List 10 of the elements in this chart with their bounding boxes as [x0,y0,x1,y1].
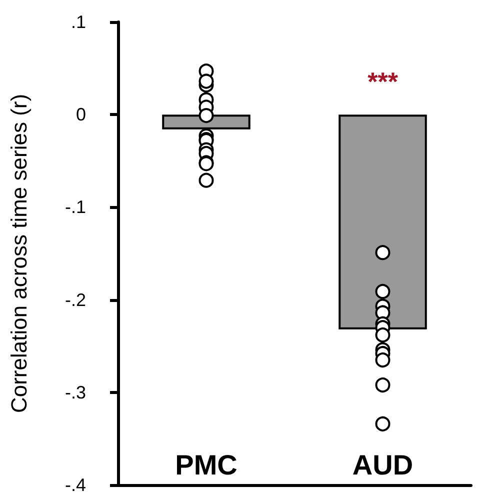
y-tick-label: 0 [76,104,86,125]
x-tick-label: AUD [352,450,414,480]
y-tick-label: -.4 [64,475,86,495]
y-tick-label: -.1 [64,197,86,218]
y-tick-label: -.2 [64,290,86,310]
y-tick-label: -.3 [64,382,86,402]
y-tick-label: .1 [70,12,86,32]
x-tick-label: PMC [175,450,238,480]
annotation: *** [368,66,399,97]
y-axis-title: Correlation across time series (r) [6,94,32,414]
